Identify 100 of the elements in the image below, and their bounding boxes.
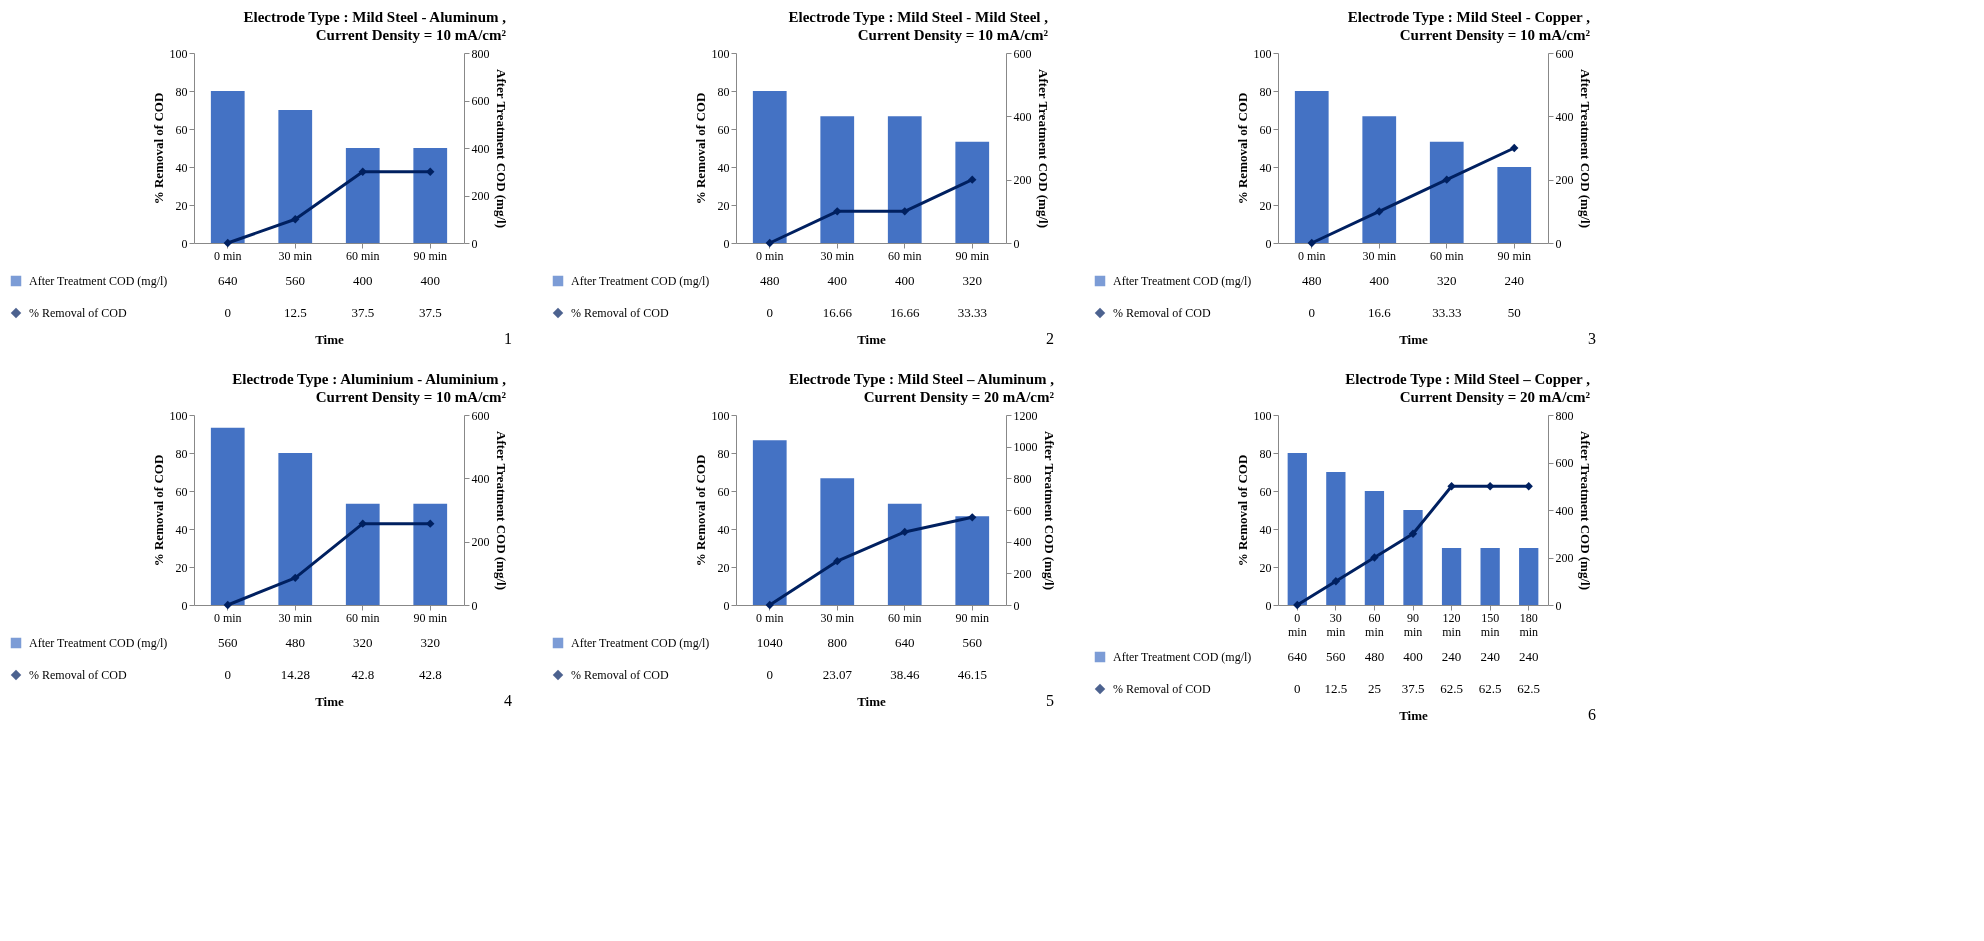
data-label: 42.8	[351, 667, 375, 682]
data-label: 320	[420, 635, 440, 650]
y-tick-label: 0	[1265, 598, 1272, 613]
x-tick-label: 30 min	[1326, 610, 1346, 639]
bar	[752, 440, 787, 605]
y-tick-label: 100	[169, 46, 188, 61]
data-label: 400	[827, 273, 847, 288]
bar	[1287, 453, 1307, 605]
y2-tick-label: 200	[1013, 173, 1032, 188]
bar	[955, 141, 990, 243]
y-tick-label: 0	[181, 236, 188, 251]
data-label: 320	[962, 273, 982, 288]
point	[223, 600, 232, 610]
point	[1524, 482, 1533, 491]
y-tick-label: 0	[1265, 236, 1272, 251]
legend-label: % Removal of COD	[571, 668, 669, 682]
point	[358, 519, 367, 528]
bar	[752, 91, 787, 243]
y-tick-label: 100	[1253, 46, 1272, 61]
point	[900, 527, 909, 537]
y2-tick-label: 0	[471, 236, 478, 251]
y-tick-label: 40	[1259, 522, 1272, 537]
data-label: 33.33	[1432, 305, 1462, 320]
data-label: 400	[1369, 273, 1389, 288]
data-label: 37.5	[351, 305, 375, 320]
bar	[210, 91, 245, 243]
data-label: 23.07	[822, 667, 853, 682]
legend-label: % Removal of COD	[571, 306, 669, 320]
data-label: 0	[766, 305, 773, 320]
data-label: 0	[1294, 681, 1301, 696]
x-tick-label: 30 min	[820, 248, 855, 263]
y-tick-label: 0	[181, 598, 188, 613]
y2-tick-label: 400	[1013, 109, 1032, 124]
x-tick-label: 60 min	[345, 248, 380, 263]
x-tick-label: 0 min	[213, 248, 242, 263]
y2-tick-label: 600	[471, 94, 490, 108]
y-tick-label: 80	[1259, 84, 1272, 99]
y2-tick-label: 0	[1013, 236, 1020, 251]
x-tick-label: 90 min	[413, 610, 448, 625]
legend-label: After Treatment COD (mg/l)	[29, 636, 168, 650]
y2-axis-title: After Treatment COD (mg/l)	[493, 69, 509, 228]
x-tick-label: 0 min	[1287, 610, 1307, 639]
x-axis-title: Time	[857, 693, 887, 709]
x-tick-label: 0 min	[755, 610, 784, 625]
y2-axis-title: After Treatment COD (mg/l)	[1035, 69, 1051, 228]
legend-label: % Removal of COD	[1113, 306, 1211, 320]
y2-axis-title: After Treatment COD (mg/l)	[1041, 431, 1057, 590]
y2-tick-label: 400	[1555, 503, 1574, 518]
data-label: 50	[1507, 305, 1521, 320]
x-tick-label: 60 min	[1429, 248, 1464, 263]
point	[358, 167, 367, 176]
y-tick-label: 40	[1259, 160, 1272, 175]
bar	[345, 148, 380, 243]
legend-label: After Treatment COD (mg/l)	[571, 636, 710, 650]
point	[765, 600, 774, 610]
bar	[1362, 116, 1397, 243]
y-tick-label: 40	[175, 522, 188, 537]
y-tick-label: 60	[1259, 122, 1272, 137]
y2-tick-label: 1200	[1013, 408, 1038, 423]
y2-axis-title: After Treatment COD (mg/l)	[493, 431, 509, 590]
chart-title: Electrode Type : Mild Steel - Mild Steel ,	[788, 9, 1049, 25]
x-tick-label: 0 min	[755, 248, 784, 263]
y-tick-label: 80	[717, 446, 730, 461]
y2-tick-label: 600	[1555, 46, 1574, 61]
x-tick-label: 30 min	[278, 610, 313, 625]
chart-title: Electrode Type : Mild Steel - Copper ,	[1347, 9, 1591, 25]
x-tick-label: 0 min	[1297, 248, 1326, 263]
y-tick-label: 100	[169, 408, 188, 423]
x-tick-label: 90 min	[413, 248, 448, 263]
y-axis-title: % Removal of COD	[150, 92, 166, 205]
x-tick-label: 30 min	[1362, 248, 1397, 263]
y-axis-title: % Removal of COD	[692, 92, 708, 205]
x-axis-title: Time	[1399, 331, 1429, 347]
y-tick-label: 60	[717, 122, 730, 137]
y-tick-label: 80	[1259, 446, 1272, 461]
data-label: 480	[285, 635, 305, 650]
point	[1408, 529, 1418, 538]
data-label: 37.5	[1401, 681, 1425, 696]
legend-label: After Treatment COD (mg/l)	[29, 274, 168, 288]
x-tick-label: 90 min	[955, 610, 990, 625]
point	[1510, 143, 1519, 153]
data-label: 240	[1441, 649, 1462, 664]
bar	[210, 427, 245, 605]
y2-tick-label: 800	[471, 46, 490, 61]
point	[968, 175, 977, 184]
bar	[1429, 141, 1464, 243]
y2-tick-label: 400	[1555, 109, 1574, 124]
data-label: 1040	[756, 635, 783, 650]
bar	[887, 116, 922, 243]
point	[1307, 238, 1316, 248]
y2-tick-label: 400	[471, 141, 490, 156]
point	[426, 519, 435, 528]
x-tick-label: 150 min	[1480, 610, 1500, 639]
data-label: 560	[218, 635, 238, 650]
data-label: 400	[895, 273, 915, 288]
data-label: 640	[218, 273, 238, 288]
bar	[413, 148, 448, 243]
text: 3	[1588, 330, 1596, 347]
data-label: 16.66	[822, 305, 853, 320]
x-tick-label: 60 min	[345, 610, 380, 625]
